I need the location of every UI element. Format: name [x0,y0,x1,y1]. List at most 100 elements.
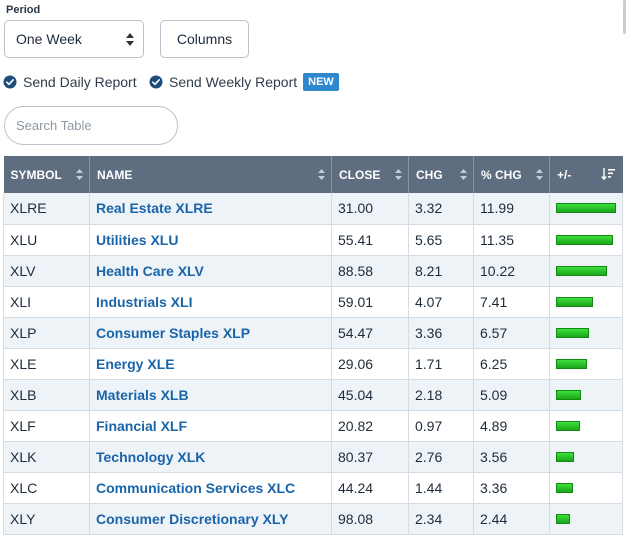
cell-close: 59.01 [331,286,409,318]
table-row[interactable]: XLE Energy XLE 29.06 1.71 6.25 [3,348,623,380]
column-header-label: +/- [557,167,572,182]
cell-bar [549,224,623,256]
cell-pct-chg: 10.22 [473,255,550,287]
cell-bar [549,286,623,318]
table-row[interactable]: XLP Consumer Staples XLP 54.47 3.36 6.57 [3,317,623,349]
column-header-label: % CHG [481,167,522,182]
sort-descending-icon [600,168,615,181]
cell-pct-chg: 2.44 [473,503,550,535]
cell-symbol: XLC [3,472,90,504]
columns-button[interactable]: Columns [160,20,249,58]
cell-chg: 1.44 [408,472,474,504]
table-row[interactable]: XLV Health Care XLV 88.58 8.21 10.22 [3,255,623,287]
sector-link[interactable]: Energy XLE [96,355,175,372]
cell-symbol: XLY [3,503,90,535]
column-header-label: CLOSE [339,167,381,182]
cell-chg: 2.76 [408,441,474,473]
send-weekly-report-toggle[interactable]: Send Weekly Report NEW [149,72,339,92]
cell-name: Consumer Staples XLP [89,317,332,349]
cell-close: 98.08 [331,503,409,535]
send-weekly-report-label: Send Weekly Report [169,74,298,90]
cell-symbol: XLI [3,286,90,318]
cell-bar [549,255,623,287]
pct-change-bar [556,265,607,276]
cell-close: 54.47 [331,317,409,349]
cell-close: 45.04 [331,379,409,411]
column-header-label: NAME [97,167,133,182]
column-header-close[interactable]: CLOSE [331,156,409,193]
cell-pct-chg: 5.09 [473,379,550,411]
table-row[interactable]: XLB Materials XLB 45.04 2.18 5.09 [3,379,623,411]
new-badge: NEW [303,73,339,91]
column-header-label: SYMBOL [10,167,62,182]
cell-name: Energy XLE [89,348,332,380]
sector-link[interactable]: Consumer Discretionary XLY [96,510,289,527]
cell-chg: 5.65 [408,224,474,256]
table-row[interactable]: XLI Industrials XLI 59.01 4.07 7.41 [3,286,623,318]
pct-change-bar [556,296,593,307]
pct-change-bar [556,420,580,431]
cell-pct-chg: 11.99 [473,193,550,225]
cell-chg: 3.36 [408,317,474,349]
cell-bar [549,317,623,349]
cell-bar [549,503,623,535]
table-row[interactable]: XLK Technology XLK 80.37 2.76 3.56 [3,441,623,473]
cell-close: 31.00 [331,193,409,225]
sector-table: SYMBOL NAME CLOSE CHG % CHG +/- [3,156,623,535]
cell-pct-chg: 6.25 [473,348,550,380]
cell-name: Consumer Discretionary XLY [89,503,332,535]
period-select[interactable]: One Week [4,20,144,58]
pct-change-bar [556,513,570,524]
column-header-name[interactable]: NAME [89,156,332,193]
table-header-row: SYMBOL NAME CLOSE CHG % CHG +/- [3,156,623,193]
check-circle-icon [149,75,163,89]
sector-link[interactable]: Technology XLK [96,448,206,465]
cell-bar [549,410,623,442]
column-header-pct-chg[interactable]: % CHG [473,156,550,193]
sector-link[interactable]: Real Estate XLRE [96,200,213,217]
cell-close: 44.24 [331,472,409,504]
page-scrollbar[interactable] [623,0,626,34]
sort-updown-icon [76,169,83,180]
cell-chg: 0.97 [408,410,474,442]
cell-symbol: XLE [3,348,90,380]
cell-name: Materials XLB [89,379,332,411]
pct-change-bar [556,327,589,338]
sector-link[interactable]: Industrials XLI [96,293,193,310]
column-header-chg[interactable]: CHG [408,156,474,193]
period-label: Period [6,4,41,16]
column-header-plus-minus[interactable]: +/- [549,156,623,193]
cell-symbol: XLV [3,255,90,287]
cell-chg: 8.21 [408,255,474,287]
cell-close: 88.58 [331,255,409,287]
cell-pct-chg: 4.89 [473,410,550,442]
pct-change-bar [556,234,613,245]
sort-updown-icon [536,169,543,180]
send-daily-report-toggle[interactable]: Send Daily Report [3,72,137,92]
search-table-input[interactable] [4,106,178,145]
sector-link[interactable]: Financial XLF [96,417,188,434]
sort-updown-icon [395,169,402,180]
cell-bar [549,441,623,473]
sector-link[interactable]: Consumer Staples XLP [96,324,251,341]
table-row[interactable]: XLF Financial XLF 20.82 0.97 4.89 [3,410,623,442]
cell-pct-chg: 3.56 [473,441,550,473]
table-row[interactable]: XLY Consumer Discretionary XLY 98.08 2.34 2.… [3,503,623,535]
sector-link[interactable]: Utilities XLU [96,231,179,248]
table-row[interactable]: XLC Communication Services XLC 44.24 1.44 3.… [3,472,623,504]
cell-bar [549,472,623,504]
cell-symbol: XLK [3,441,90,473]
sector-link[interactable]: Materials XLB [96,386,189,403]
table-row[interactable]: XLRE Real Estate XLRE 31.00 3.32 11.99 [3,193,623,225]
column-header-label: CHG [416,167,443,182]
table-row[interactable]: XLU Utilities XLU 55.41 5.65 11.35 [3,224,623,256]
sector-link[interactable]: Health Care XLV [96,262,204,279]
cell-chg: 2.34 [408,503,474,535]
cell-close: 55.41 [331,224,409,256]
sort-updown-icon [318,169,325,180]
cell-bar [549,348,623,380]
cell-close: 80.37 [331,441,409,473]
column-header-symbol[interactable]: SYMBOL [3,156,90,193]
sector-link[interactable]: Communication Services XLC [96,479,296,496]
cell-name: Utilities XLU [89,224,332,256]
